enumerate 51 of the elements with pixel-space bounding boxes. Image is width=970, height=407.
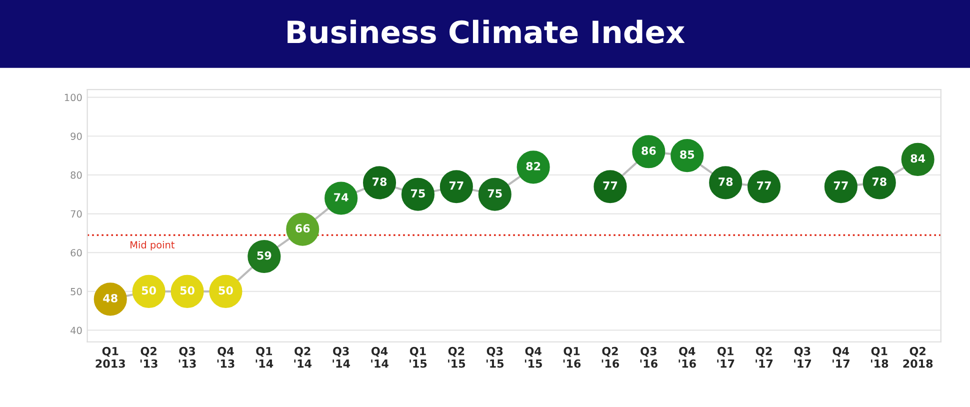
y-tick-label: 40 bbox=[70, 326, 82, 334]
x-tick-label: Q1 2013 bbox=[96, 346, 125, 368]
y-tick-label: 100 bbox=[64, 94, 82, 102]
y-tick-label: 70 bbox=[70, 210, 82, 218]
data-label: 77 bbox=[449, 182, 464, 190]
x-tick-label: Q4 '13 bbox=[217, 346, 234, 368]
y-tick-label: 50 bbox=[70, 288, 82, 296]
data-label: 82 bbox=[526, 162, 540, 170]
data-label: 74 bbox=[334, 193, 348, 202]
x-tick-label: Q2 '13 bbox=[140, 346, 158, 368]
data-label: 84 bbox=[910, 154, 926, 163]
data-label: 77 bbox=[757, 182, 771, 190]
x-tick-label: Q3 '16 bbox=[640, 346, 658, 368]
data-label: 50 bbox=[218, 286, 233, 295]
data-label: 77 bbox=[834, 182, 848, 190]
x-tick-label: Q3 '15 bbox=[486, 346, 504, 368]
y-tick-label: 80 bbox=[70, 171, 82, 179]
data-label: 78 bbox=[718, 178, 733, 186]
data-label: 66 bbox=[296, 224, 310, 233]
x-tick-label: Q4 '16 bbox=[678, 346, 696, 368]
data-label: 50 bbox=[142, 286, 156, 295]
x-tick-label: Q4 '14 bbox=[371, 346, 388, 368]
data-label: 77 bbox=[603, 182, 618, 190]
x-tick-label: Q2 '14 bbox=[294, 346, 312, 368]
x-tick-label: Q1 '17 bbox=[717, 346, 734, 368]
data-label: 75 bbox=[488, 189, 502, 198]
data-label: 78 bbox=[872, 178, 886, 186]
x-tick-label: Q2 '16 bbox=[602, 346, 620, 368]
x-tick-label: Q3 '17 bbox=[794, 346, 812, 368]
ref-line-label: Mid point bbox=[130, 240, 175, 250]
data-label: 85 bbox=[680, 150, 694, 159]
data-label: 50 bbox=[180, 286, 194, 295]
data-label: 86 bbox=[642, 146, 656, 155]
x-tick-label: Q1 '16 bbox=[563, 346, 581, 368]
x-tick-label: Q2 2018 bbox=[903, 346, 933, 368]
x-tick-label: Q2 '15 bbox=[448, 346, 466, 368]
x-tick-label: Q4 '17 bbox=[832, 346, 850, 368]
x-tick-label: Q1 '14 bbox=[256, 346, 274, 368]
data-label: 48 bbox=[103, 294, 118, 302]
chart-title: Business Climate Index bbox=[288, 20, 685, 44]
x-tick-label: Q2 '17 bbox=[756, 346, 773, 368]
x-tick-label: Q1 '18 bbox=[871, 346, 888, 368]
data-label: 59 bbox=[257, 251, 272, 260]
data-label: 75 bbox=[410, 189, 425, 198]
x-tick-label: Q4 '15 bbox=[524, 346, 542, 368]
data-label: 78 bbox=[372, 178, 387, 186]
x-tick-label: Q3 '14 bbox=[332, 346, 350, 368]
y-tick-label: 60 bbox=[70, 249, 82, 256]
x-tick-label: Q3 '13 bbox=[178, 346, 196, 368]
x-tick-label: Q1 '15 bbox=[410, 346, 427, 368]
y-tick-label: 90 bbox=[70, 132, 82, 140]
